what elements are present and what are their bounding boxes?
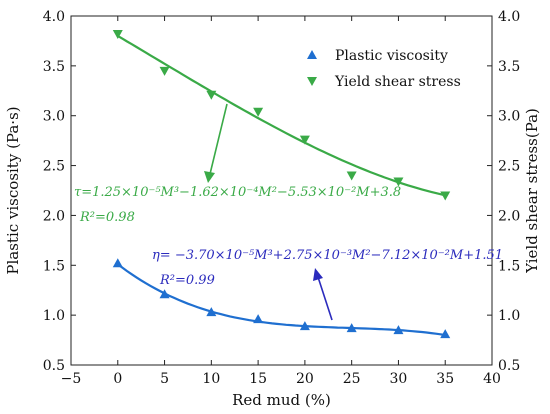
data-point-viscosity: [346, 323, 357, 333]
x-tick-label: 35: [436, 371, 454, 387]
y-tick-label-right: 2.5: [498, 159, 520, 175]
x-tick-label: 25: [343, 371, 361, 387]
y-axis-title-left: Plastic viscosity (Pa·s): [4, 106, 22, 274]
data-point-yield-stress: [346, 171, 357, 181]
annotation-arrowhead-viscosity: [313, 268, 323, 281]
equation-yield-stress: τ=1.25×10⁻⁵M³−1.62×10⁻⁴M²−5.53×10⁻²M+3.8: [74, 185, 401, 200]
y-tick-label-left: 1.0: [43, 308, 65, 324]
r-squared-yield-stress: R²=0.98: [79, 210, 135, 225]
data-point-yield-stress: [112, 29, 123, 39]
fit-curve-yield-stress: [117, 34, 446, 197]
y-tick-label-right: 0.5: [498, 358, 520, 374]
plot-frame: [70, 15, 493, 366]
annotation-arrow-viscosity: [317, 276, 333, 321]
y-tick-label-left: 2.0: [43, 208, 65, 224]
y-axis-title-right: Yield shear stress(Pa): [523, 108, 541, 274]
annotation-arrowhead-yield-stress: [204, 171, 215, 183]
data-point-viscosity: [206, 307, 217, 317]
data-point-viscosity: [393, 325, 404, 335]
data-point-viscosity: [112, 258, 123, 268]
equation-viscosity: η= −3.70×10⁻⁵M³+2.75×10⁻³M²−7.12×10⁻²M+1…: [152, 248, 503, 263]
y-tick-label-left: 0.5: [43, 358, 65, 374]
legend-marker-viscosity: [307, 50, 317, 59]
x-tick-label: 10: [202, 371, 220, 387]
r-squared-viscosity: R²=0.99: [159, 273, 215, 288]
y-tick-label-right: 4.0: [498, 9, 520, 25]
x-axis-title: Red mud (%): [232, 391, 331, 409]
y-tick-label-right: 3.0: [498, 109, 520, 125]
x-tick-label: 15: [249, 371, 267, 387]
annotation-arrow-yield-stress: [209, 103, 228, 175]
x-tick-label: 5: [160, 371, 169, 387]
data-point-viscosity: [299, 321, 310, 331]
x-tick-label: 30: [390, 371, 408, 387]
y-tick-label-left: 2.5: [43, 159, 65, 175]
data-point-yield-stress: [253, 107, 264, 117]
y-tick-label-right: 1.0: [498, 308, 520, 324]
data-point-yield-stress: [440, 191, 451, 201]
y-tick-label-left: 1.5: [43, 258, 65, 274]
legend-label-yield-stress: Yield shear stress: [334, 74, 461, 90]
data-point-yield-stress: [393, 177, 404, 187]
legend-label-viscosity: Plastic viscosity: [335, 48, 448, 64]
y-tick-label-left: 3.5: [43, 59, 65, 75]
y-tick-label-left: 3.0: [43, 109, 65, 125]
x-tick-label: −5: [61, 371, 82, 387]
fit-curve-viscosity: [117, 263, 446, 337]
x-tick-label: 0: [113, 371, 122, 387]
y-tick-label-right: 3.5: [498, 59, 520, 75]
x-tick-label: 40: [483, 371, 501, 387]
y-tick-label-right: 1.5: [498, 258, 520, 274]
data-point-yield-stress: [159, 66, 170, 76]
data-point-yield-stress: [299, 135, 310, 145]
y-tick-label-right: 2.0: [498, 208, 520, 224]
x-tick-label: 20: [296, 371, 314, 387]
data-point-viscosity: [253, 314, 264, 324]
y-tick-label-left: 4.0: [43, 9, 65, 25]
data-point-yield-stress: [206, 90, 217, 100]
data-point-viscosity: [159, 289, 170, 299]
legend-marker-yield-stress: [307, 77, 317, 86]
data-point-viscosity: [440, 329, 451, 339]
